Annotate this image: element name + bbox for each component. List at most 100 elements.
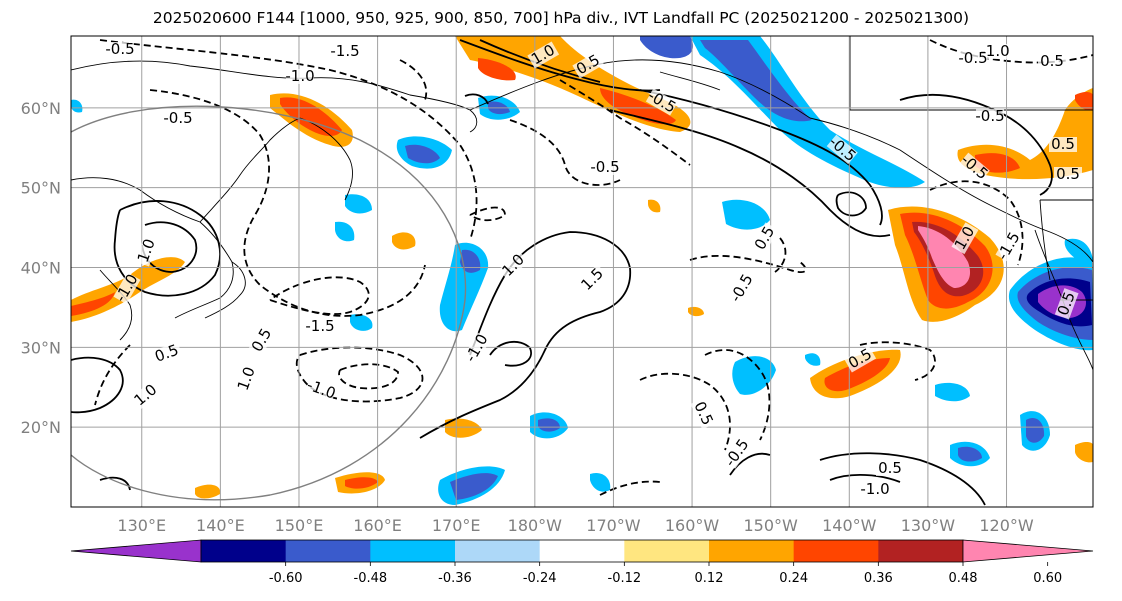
contour-label: -0.5	[958, 49, 987, 67]
contour-label-bg	[498, 250, 529, 281]
lon-tick-label: 170°W	[586, 516, 641, 535]
colorbar-bin	[539, 540, 625, 562]
contour-label: -0.5	[163, 109, 192, 127]
lon-tick-label: 160°W	[665, 516, 720, 535]
colorbar-extend-low	[70, 539, 202, 563]
contour-label: 0.5	[1054, 165, 1082, 183]
lon-tick-label: 170°E	[432, 516, 481, 535]
contour-label-bg	[995, 230, 1023, 263]
contour-label-bg	[164, 111, 192, 126]
contour-label-bg	[286, 69, 314, 84]
contour-label-text: 0.5	[1040, 52, 1064, 70]
graticule	[71, 36, 1093, 507]
contour-label-text: 0.5	[1056, 165, 1080, 183]
lon-tick-label: 130°E	[117, 516, 166, 535]
colorbar-tick-label: 0.60	[1033, 571, 1062, 586]
lat-tick-label: 20°N	[21, 418, 61, 437]
contour-label-bg	[248, 324, 276, 357]
contour-label-text: -0.5	[105, 40, 134, 58]
colorbar-bin	[624, 540, 710, 562]
colorbar-bin	[709, 540, 795, 562]
contour-label-bg	[751, 222, 779, 255]
contour-label-bg	[645, 88, 678, 116]
lat-tick-label: 40°N	[21, 259, 61, 278]
contour-label-text: -1.0	[980, 42, 1009, 60]
contour-label-bg	[976, 109, 1004, 124]
contour-label-bg	[1054, 167, 1082, 182]
lon-tick-label: 150°W	[743, 516, 798, 535]
contour-label: -1.5	[305, 317, 334, 335]
contour-label-text: -0.5	[590, 158, 619, 176]
contour-label-bg	[577, 264, 608, 295]
negative-contour-layer	[94, 39, 1093, 496]
contour-label-bg	[876, 461, 904, 476]
contour-label-bg	[1038, 54, 1066, 69]
contour-label-bg	[981, 44, 1009, 59]
colorbar-bin	[793, 540, 879, 562]
contour-label-text: -0.5	[163, 109, 192, 127]
colorbar-tick-label: -0.60	[269, 571, 303, 586]
contour-label-bg	[826, 134, 858, 165]
reference-circle	[71, 105, 467, 501]
lat-tick-label: 60°N	[21, 99, 61, 118]
contour-label-bg	[1054, 288, 1079, 320]
lon-tick-label: 160°E	[353, 516, 402, 535]
contour-label-bg	[861, 482, 889, 497]
colorbar-tick-label: -0.24	[523, 571, 557, 586]
lon-tick-label: 140°W	[822, 516, 877, 535]
contour-label: 0.5	[876, 459, 904, 477]
colorbar-tick-label: 0.24	[779, 571, 808, 586]
colorbar-bin	[201, 540, 287, 562]
contour-label-bg	[306, 319, 334, 334]
contour-label: -0.5	[105, 40, 134, 58]
contour-label: -0.5	[975, 107, 1004, 125]
contour-label: 1.0	[234, 363, 259, 395]
contour-label-text: -1.5	[330, 42, 359, 60]
contour-label-bg	[134, 235, 159, 267]
contour-label-bg	[844, 345, 877, 373]
contour-label-bg	[463, 332, 491, 365]
contour-label-bg	[130, 380, 162, 411]
colorbar-tick-label: -0.12	[608, 571, 642, 586]
lon-tick-label: 130°W	[901, 516, 956, 535]
contour-label: -1.5	[330, 42, 359, 60]
latitude-axis: 60°N 50°N 40°N 30°N 20°N	[21, 99, 61, 437]
contour-label: 0.5	[1049, 135, 1077, 153]
contour-label: 0.5	[1038, 52, 1066, 70]
lon-tick-label: 140°E	[196, 516, 245, 535]
contour-label-text: -1.0	[285, 67, 314, 85]
contour-label-bg	[305, 377, 337, 402]
colorbar-tick-label: -0.48	[354, 571, 388, 586]
contour-label-text: 0.5	[1051, 135, 1075, 153]
colorbar-extend-high	[962, 539, 1094, 563]
contour-label-bg	[113, 272, 141, 305]
colorbar-tick-label: 0.48	[949, 571, 978, 586]
colorbar-bin	[285, 540, 371, 562]
colorbar-tick-label: 0.12	[695, 571, 724, 586]
coastline-layer	[71, 36, 1093, 371]
contour-label-bg	[958, 152, 990, 183]
contour-label-bg	[690, 397, 716, 430]
colorbar: -0.60 -0.48 -0.36 -0.24 -0.12 0.12 0.24 0.36 0.4…	[70, 539, 1094, 586]
contour-label-bg	[591, 160, 619, 175]
contour-label-text: -0.5	[975, 107, 1004, 125]
contour-label: -1.0	[860, 480, 889, 498]
contour-label-bg	[722, 437, 752, 469]
colorbar-bin	[878, 540, 964, 562]
contour-label-bg	[1049, 137, 1077, 152]
contour-label-bg	[106, 42, 134, 57]
contour-label-bg	[151, 341, 183, 366]
contour-label-bg	[951, 222, 979, 255]
contour-label-text: -0.5	[958, 49, 987, 67]
contour-label-bg	[234, 363, 259, 395]
map-title: 2025020600 F144 [1000, 950, 925, 900, 85…	[152, 9, 970, 27]
contour-label-text: -1.5	[305, 317, 334, 335]
contour-label-bg	[572, 51, 605, 79]
colorbar-bin	[455, 540, 541, 562]
contour-label-bg	[527, 41, 560, 69]
lon-tick-label: 150°E	[275, 516, 324, 535]
colorbar-tick-label: -0.36	[438, 571, 472, 586]
contour-label-text: 0.5	[878, 459, 902, 477]
contour-label: -1.0	[285, 67, 314, 85]
